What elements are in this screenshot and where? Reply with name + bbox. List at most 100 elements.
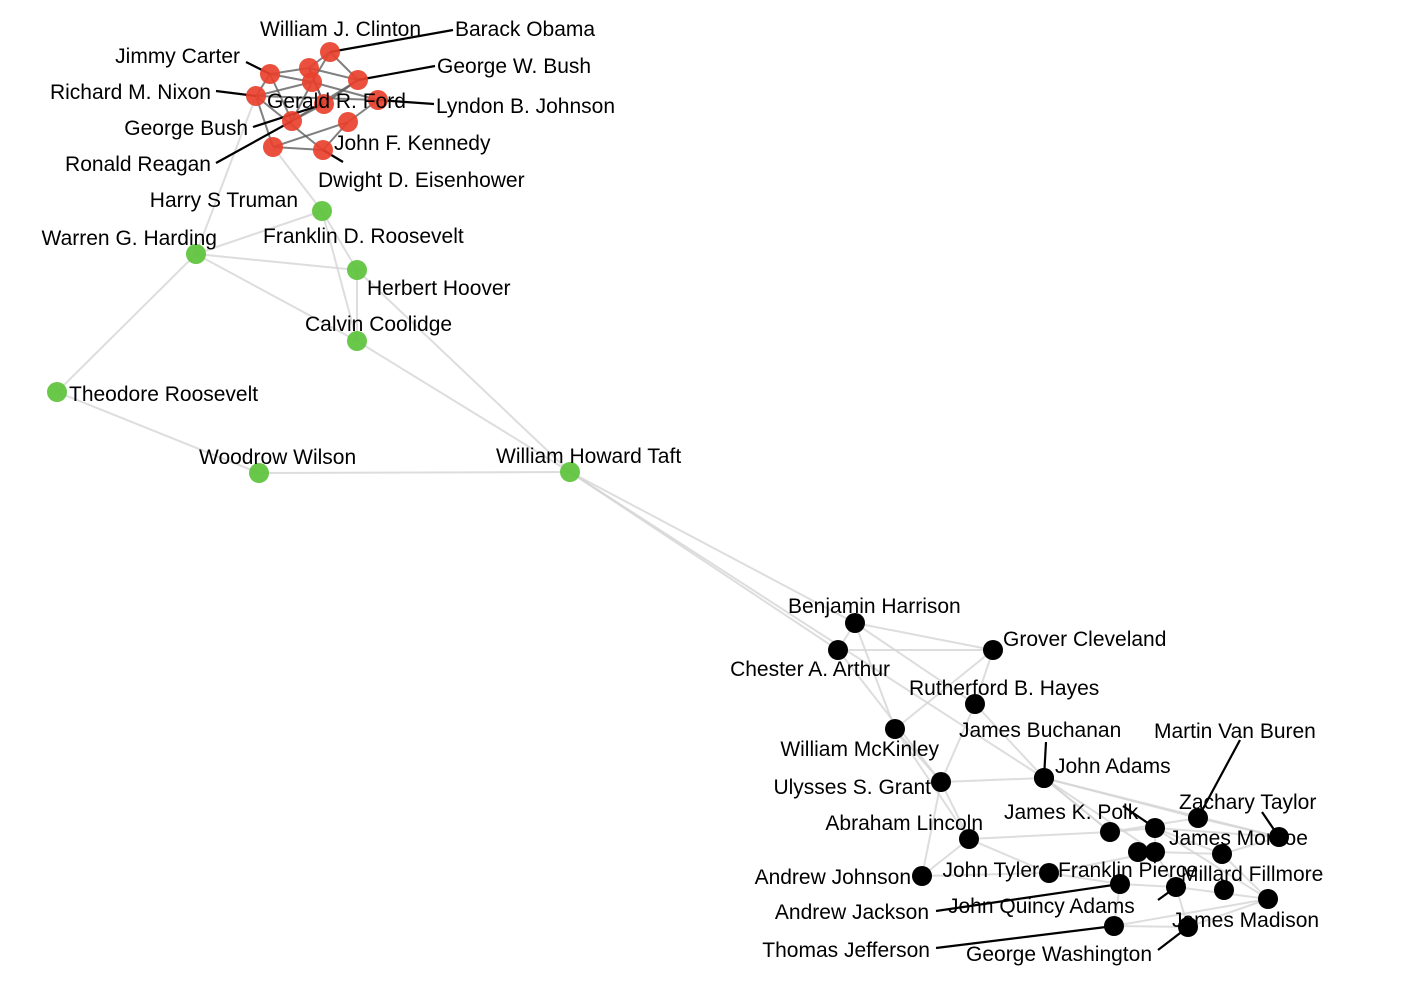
node-andrew-jackson[interactable] bbox=[1110, 874, 1130, 894]
edge-grover-cleveland-william-mckinley bbox=[894, 649, 994, 730]
node-benjamin-harrison[interactable] bbox=[845, 613, 865, 633]
edge-franklin-d-roosevelt-herbert-hoover bbox=[321, 210, 358, 271]
label-franklin-d-roosevelt: Franklin D. Roosevelt bbox=[263, 225, 464, 248]
label-william-howard-taft: William Howard Taft bbox=[496, 445, 681, 468]
label-benjamin-harrison: Benjamin Harrison bbox=[788, 595, 961, 618]
edge-rutherford-b-hayes-james-buchanan bbox=[974, 703, 1045, 779]
label-james-monroe: James Monroe bbox=[1169, 827, 1308, 850]
label-abraham-lincoln: Abraham Lincoln bbox=[825, 812, 983, 835]
edge-andrew-johnson-john-tyler bbox=[921, 872, 1050, 877]
edge-millard-fillmore-james-madison bbox=[1221, 853, 1269, 900]
node-james-madison[interactable] bbox=[1258, 889, 1278, 909]
node-lyndon-b-johnson[interactable] bbox=[368, 90, 388, 110]
label-calvin-coolidge: Calvin Coolidge bbox=[305, 313, 452, 336]
node-grover-cleveland[interactable] bbox=[983, 640, 1003, 660]
node-james-k-polk[interactable] bbox=[1100, 822, 1120, 842]
leader-line-thomas-jefferson bbox=[935, 924, 1115, 950]
node-franklin-pierce[interactable] bbox=[1145, 842, 1165, 862]
label-lyndon-b-johnson: Lyndon B. Johnson bbox=[436, 95, 615, 118]
node-thomas-jefferson[interactable] bbox=[1104, 916, 1124, 936]
edge-franklin-d-roosevelt-warren-g-harding bbox=[195, 210, 323, 255]
label-andrew-johnson: Andrew Johnson bbox=[755, 866, 911, 889]
node-john-adams[interactable] bbox=[1034, 768, 1054, 788]
node-dwight-d-eisenhower[interactable] bbox=[313, 140, 333, 160]
node-gerald-r-ford[interactable] bbox=[302, 72, 322, 92]
label-harry-s-truman: Harry S Truman bbox=[150, 189, 298, 212]
edge-abraham-lincoln-james-k-polk bbox=[968, 831, 1111, 840]
edge-abraham-lincoln-john-tyler bbox=[968, 838, 1050, 874]
edge-layer bbox=[56, 51, 1280, 928]
node-warren-g-harding[interactable] bbox=[186, 244, 206, 264]
node-chester-a-arthur[interactable] bbox=[828, 640, 848, 660]
node-abraham-lincoln[interactable] bbox=[959, 829, 979, 849]
node-george-washington[interactable] bbox=[1178, 917, 1198, 937]
node-ulysses-s-grant[interactable] bbox=[931, 772, 951, 792]
node-george-bush[interactable] bbox=[314, 94, 334, 114]
label-william-j-clinton: William J. Clinton bbox=[260, 18, 421, 41]
node-franklin-d-roosevelt[interactable] bbox=[312, 201, 332, 221]
label-ronald-reagan: Ronald Reagan bbox=[65, 153, 211, 176]
node-ronald-reagan[interactable] bbox=[282, 111, 302, 131]
edge-john-adams-martin-van-buren bbox=[1043, 777, 1199, 819]
node-barack-obama[interactable] bbox=[320, 42, 340, 62]
node-millard-fillmore[interactable] bbox=[1212, 844, 1232, 864]
leader-line-andrew-jackson bbox=[935, 882, 1121, 913]
node-cluster-dot-1 bbox=[1128, 842, 1148, 862]
edge-john-adams-ulysses-s-grant bbox=[940, 777, 1045, 783]
node-john-f-kennedy[interactable] bbox=[338, 112, 358, 132]
label-ulysses-s-grant: Ulysses S. Grant bbox=[773, 776, 931, 799]
label-millard-fillmore: Millard Fillmore bbox=[1181, 863, 1323, 886]
node-james-monroe[interactable] bbox=[1145, 818, 1165, 838]
label-theodore-roosevelt: Theodore Roosevelt bbox=[69, 383, 258, 406]
label-richard-m-nixon: Richard M. Nixon bbox=[50, 81, 211, 104]
node-zachary-taylor[interactable] bbox=[1269, 827, 1289, 847]
edge-harry-s-truman-franklin-d-roosevelt bbox=[272, 146, 323, 212]
leader-line-barack-obama bbox=[329, 28, 454, 54]
node-andrew-johnson[interactable] bbox=[912, 866, 932, 886]
node-layer bbox=[47, 42, 1289, 937]
label-franklin-pierce: Franklin Pierce bbox=[1058, 859, 1198, 882]
edge-benjamin-harrison-rutherford-b-hayes bbox=[854, 622, 976, 705]
node-theodore-roosevelt[interactable] bbox=[47, 382, 67, 402]
node-william-howard-taft[interactable] bbox=[560, 462, 580, 482]
node-martin-van-buren[interactable] bbox=[1188, 808, 1208, 828]
edge-chester-a-arthur-ulysses-s-grant bbox=[837, 649, 942, 783]
node-richard-m-nixon[interactable] bbox=[246, 86, 266, 106]
label-john-f-kennedy: John F. Kennedy bbox=[334, 132, 491, 155]
node-harry-s-truman[interactable] bbox=[263, 137, 283, 157]
label-john-adams: John Adams bbox=[1055, 755, 1171, 778]
label-james-buchanan: James Buchanan bbox=[959, 719, 1121, 742]
edge-rutherford-b-hayes-ulysses-s-grant bbox=[940, 703, 976, 783]
edge-john-adams-james-k-polk bbox=[1043, 777, 1111, 833]
edge-warren-g-harding-theodore-roosevelt bbox=[56, 253, 197, 393]
edge-herbert-hoover-william-howard-taft bbox=[356, 269, 571, 473]
label-dwight-d-eisenhower: Dwight D. Eisenhower bbox=[318, 169, 525, 192]
label-rutherford-b-hayes: Rutherford B. Hayes bbox=[909, 677, 1099, 700]
label-william-mckinley: William McKinley bbox=[780, 738, 939, 761]
label-james-k-polk: James K. Polk bbox=[1004, 801, 1139, 824]
node-john-quincy-adams[interactable] bbox=[1166, 877, 1186, 897]
node-woodrow-wilson[interactable] bbox=[249, 463, 269, 483]
node-calvin-coolidge[interactable] bbox=[347, 331, 367, 351]
edge-calvin-coolidge-william-howard-taft bbox=[356, 340, 571, 473]
node-william-mckinley[interactable] bbox=[885, 719, 905, 739]
edge-john-f-kennedy-harry-s-truman bbox=[272, 121, 349, 148]
edge-ulysses-s-grant-andrew-johnson bbox=[921, 781, 942, 877]
label-george-bush: George Bush bbox=[124, 117, 248, 140]
node-george-w-bush[interactable] bbox=[348, 70, 368, 90]
edge-warren-g-harding-richard-m-nixon bbox=[195, 95, 257, 255]
edge-james-monroe-millard-fillmore bbox=[1154, 827, 1223, 855]
label-thomas-jefferson: Thomas Jefferson bbox=[762, 939, 930, 962]
label-woodrow-wilson: Woodrow Wilson bbox=[199, 446, 356, 469]
label-john-tyler: John Tyler bbox=[943, 859, 1040, 882]
node-john-tyler[interactable] bbox=[1039, 863, 1059, 883]
node-rutherford-b-hayes[interactable] bbox=[965, 694, 985, 714]
label-herbert-hoover: Herbert Hoover bbox=[367, 277, 511, 300]
label-andrew-jackson: Andrew Jackson bbox=[775, 901, 929, 924]
node-herbert-hoover[interactable] bbox=[347, 260, 367, 280]
node-jimmy-carter[interactable] bbox=[260, 64, 280, 84]
label-zachary-taylor: Zachary Taylor bbox=[1179, 791, 1316, 814]
label-warren-g-harding: Warren G. Harding bbox=[42, 227, 217, 250]
edge-theodore-roosevelt-woodrow-wilson bbox=[56, 391, 260, 474]
